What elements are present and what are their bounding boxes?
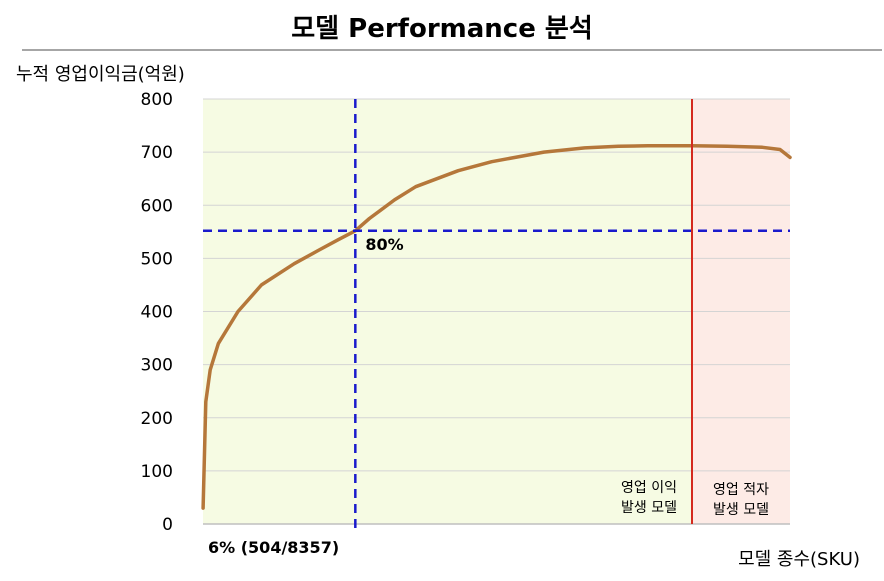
y-tick-label: 200: [141, 409, 173, 429]
loss-region-label-line2: 발생 모델: [713, 502, 769, 518]
y-tick-label: 400: [141, 303, 173, 323]
y-tick-label: 700: [141, 143, 173, 163]
y-tick-label: 500: [141, 249, 173, 269]
x-axis-label: 모델 종수(SKU): [738, 549, 860, 570]
loss-region-label-line1: 영업 적자: [713, 482, 769, 498]
profit-region-label-line2: 발생 모델: [621, 500, 677, 516]
y-tick-labels: 0 100 200 300 400 500 600 700 800: [141, 90, 173, 535]
y-tick-label: 0: [162, 515, 173, 535]
chart-title: 모델 Performance 분석: [291, 14, 593, 44]
y-tick-label: 100: [141, 462, 173, 482]
profit-region-label-line1: 영업 이익: [621, 480, 677, 496]
cutoff-y-label: 80%: [365, 235, 403, 254]
title-divider: [22, 49, 882, 51]
cutoff-x-label: 6% (504/8357): [208, 538, 339, 557]
reference-lines: [203, 99, 790, 530]
y-tick-label: 600: [141, 196, 173, 216]
y-tick-label: 300: [141, 356, 173, 376]
y-tick-label: 800: [141, 90, 173, 110]
y-axis-label: 누적 영업이익금(억원): [16, 64, 185, 85]
